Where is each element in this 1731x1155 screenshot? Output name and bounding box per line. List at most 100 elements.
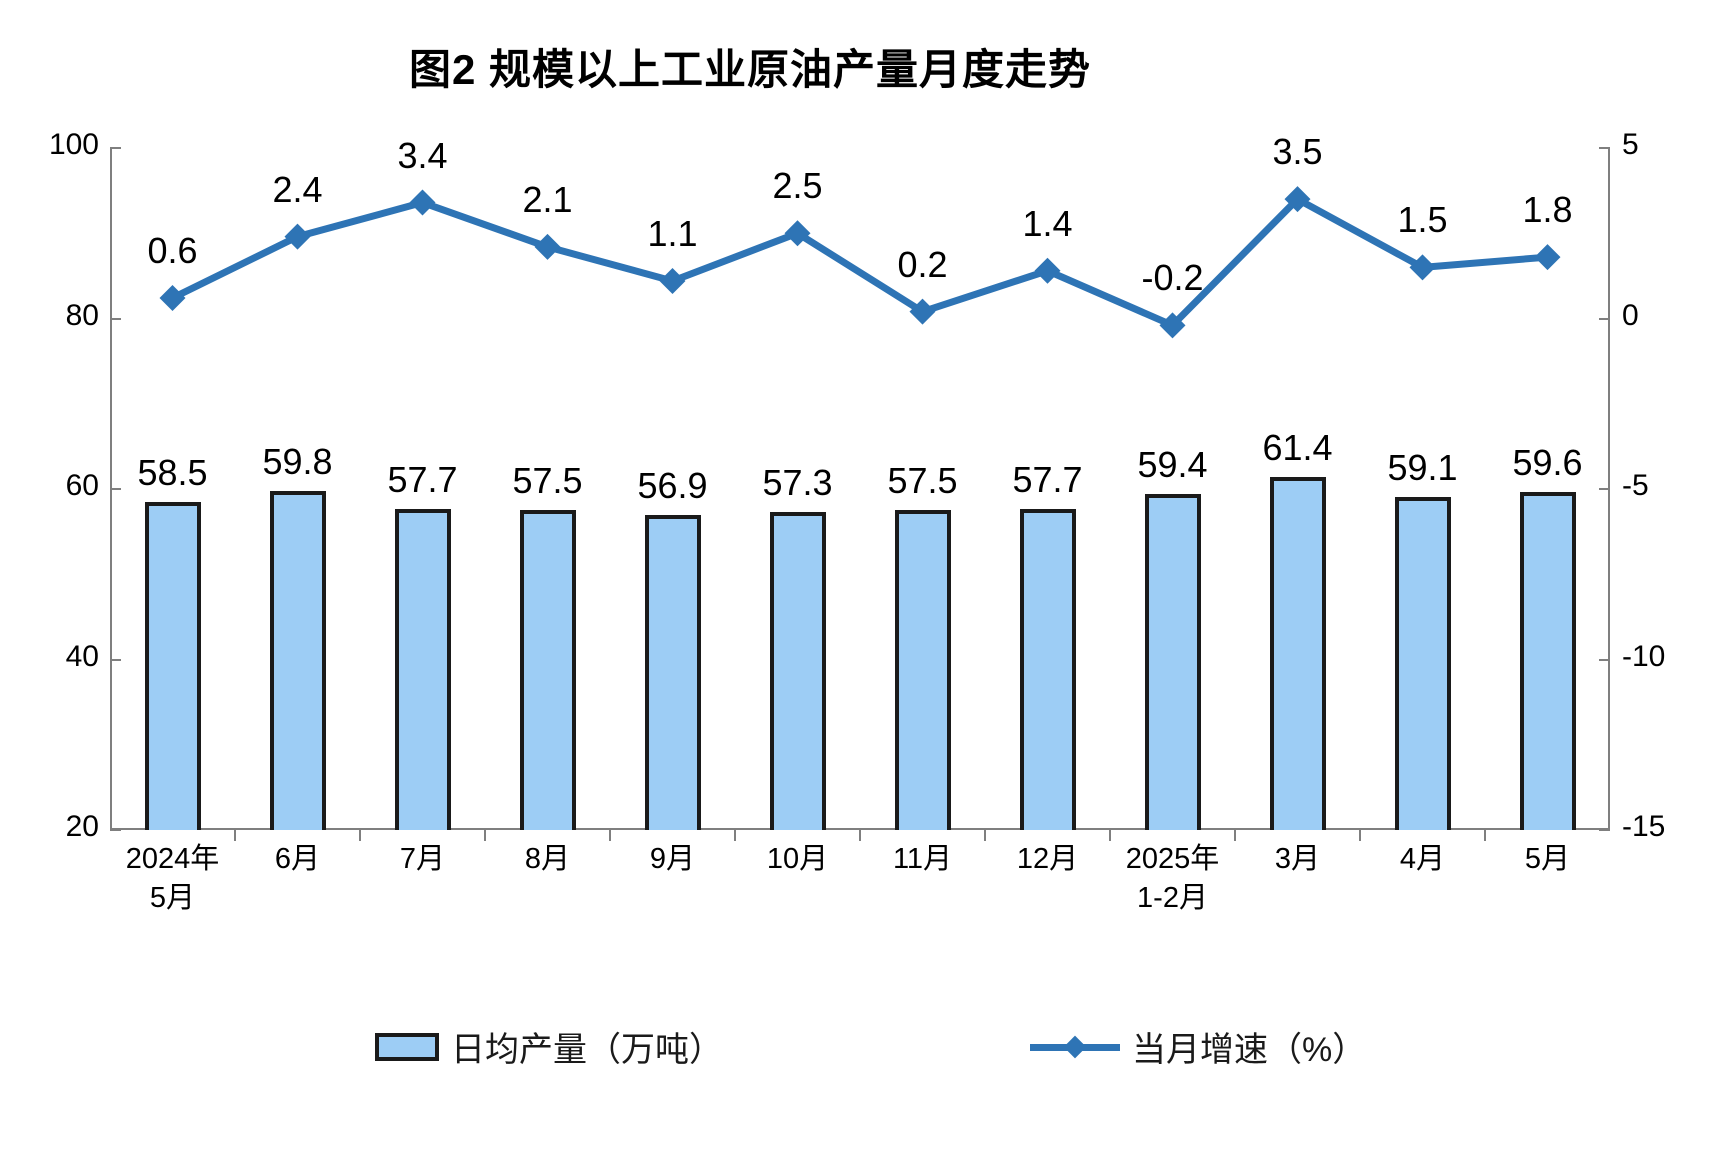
right-axis-tick — [1599, 147, 1610, 149]
bar[interactable] — [1144, 494, 1201, 830]
line-marker-diamond[interactable] — [1284, 186, 1311, 213]
line-value-label: -0.2 — [1141, 257, 1204, 299]
x-axis-category-labels: 2024年 5月 6月 7月 8月 9月 10月 11月 12月 2025年 1-2月 3月 4月 5月 — [110, 840, 1610, 950]
left-axis-tick-label: 40 — [65, 639, 99, 673]
left-axis-tick-label: 80 — [65, 298, 99, 332]
x-axis-category-line: 9月 — [649, 843, 696, 875]
right-axis-tick-label: -15 — [1622, 810, 1666, 843]
x-axis-category-line: 4月 — [1399, 843, 1446, 875]
plot-area: 58.5 59.8 57.7 57.5 56.9 57.3 57.5 57.7 59.4 61.4… — [110, 131, 1610, 841]
x-axis-category-label: 6月 — [218, 840, 378, 879]
bar-value-label: 59.1 — [1387, 446, 1458, 488]
right-axis-tick-label: -5 — [1622, 469, 1649, 502]
bar[interactable] — [1269, 477, 1326, 830]
right-axis-tick-label: 5 — [1622, 128, 1639, 161]
legend-item-line[interactable]: 当月增速（%） — [1030, 1022, 1366, 1071]
bar-value-label: 57.7 — [387, 458, 458, 500]
bar-value-label: 57.5 — [887, 460, 958, 502]
left-axis-tick — [110, 147, 121, 149]
line-marker-diamond[interactable] — [1534, 244, 1561, 271]
x-axis-tick — [234, 830, 236, 841]
x-axis-category-label: 3月 — [1218, 840, 1378, 879]
x-axis-category-label: 2024年 5月 — [93, 840, 253, 918]
line-value-label: 0.6 — [147, 230, 198, 272]
bar-value-label: 59.4 — [1137, 444, 1208, 486]
bar[interactable] — [144, 501, 201, 830]
chart-legend: 日均产量（万吨） 当月增速（%） — [0, 1022, 1500, 1092]
x-axis-tick — [1109, 830, 1111, 841]
x-axis-category-label: 10月 — [718, 840, 878, 879]
line-marker-diamond[interactable] — [534, 233, 561, 260]
line-marker-diamond[interactable] — [409, 189, 436, 216]
x-axis-category-line: 5月 — [149, 882, 196, 915]
x-axis-category-label: 4月 — [1343, 840, 1503, 879]
bar-value-label: 59.6 — [1512, 442, 1583, 484]
x-axis-tick — [859, 830, 861, 841]
x-axis-category-label: 7月 — [343, 840, 503, 879]
x-axis-tick — [1359, 830, 1361, 841]
x-axis-tick — [484, 830, 486, 841]
line-marker-diamond[interactable] — [659, 267, 686, 294]
bar[interactable] — [394, 508, 451, 830]
x-axis-tick — [1484, 830, 1486, 841]
x-axis-tick — [609, 830, 611, 841]
x-axis-tick — [1234, 830, 1236, 841]
bar[interactable] — [519, 510, 576, 830]
line-marker-diamond[interactable] — [1159, 312, 1186, 339]
bar[interactable] — [1519, 492, 1576, 830]
line-value-label: 2.4 — [272, 168, 323, 210]
line-swatch-icon — [1030, 1032, 1120, 1062]
bar-value-label: 56.9 — [637, 465, 708, 507]
left-axis-tick — [110, 829, 121, 831]
line-marker-diamond[interactable] — [909, 298, 936, 325]
line-value-label: 3.5 — [1272, 131, 1323, 173]
x-axis-category-label: 11月 — [843, 840, 1003, 879]
bar[interactable] — [269, 490, 326, 830]
line-value-label: 2.5 — [772, 165, 823, 207]
legend-item-bar-label: 日均产量（万吨） — [451, 1031, 723, 1069]
x-axis-category-line: 10月 — [766, 843, 829, 875]
bar-value-label: 57.7 — [1012, 458, 1083, 500]
line-value-label: 2.1 — [522, 178, 573, 220]
right-axis-tick — [1599, 317, 1610, 320]
line-value-label: 1.8 — [1522, 189, 1573, 231]
line-value-label: 0.2 — [897, 243, 948, 285]
line-marker-diamond[interactable] — [1034, 257, 1061, 284]
x-axis-category-label: 12月 — [968, 840, 1128, 879]
x-axis-category-line: 2025年 — [1125, 843, 1220, 875]
right-axis-tick — [1599, 658, 1610, 661]
right-axis-tick — [1599, 488, 1610, 490]
bar-value-label: 57.3 — [762, 462, 833, 504]
legend-item-bar[interactable]: 日均产量（万吨） — [375, 1022, 723, 1071]
bar-value-label: 61.4 — [1262, 427, 1333, 469]
line-value-label: 1.5 — [1397, 199, 1448, 241]
line-marker-diamond[interactable] — [159, 285, 186, 312]
bar-value-label: 58.5 — [137, 451, 208, 493]
left-axis-tick-label: 100 — [48, 128, 99, 161]
x-axis-category-line: 2024年 — [125, 843, 220, 875]
x-axis-category-line: 7月 — [399, 843, 446, 875]
left-axis-tick — [110, 488, 121, 490]
bar[interactable] — [1394, 496, 1451, 830]
x-axis-tick — [359, 830, 361, 841]
line-value-label: 1.1 — [647, 212, 698, 254]
bar[interactable] — [769, 512, 826, 830]
line-value-label: 3.4 — [397, 134, 448, 176]
line-marker-diamond[interactable] — [284, 223, 311, 250]
x-axis-category-line: 11月 — [892, 843, 953, 875]
left-axis-tick-label: 60 — [65, 469, 99, 502]
x-axis-category-label: 2025年 1-2月 — [1093, 840, 1253, 918]
bar[interactable] — [1019, 508, 1076, 830]
x-axis-category-line: 8月 — [524, 843, 571, 875]
left-axis-tick — [110, 317, 121, 320]
x-axis-line — [110, 828, 1610, 830]
line-marker-diamond[interactable] — [1409, 254, 1436, 281]
line-marker-diamond[interactable] — [784, 220, 811, 247]
x-axis-category-line: 6月 — [274, 843, 321, 875]
line-value-label: 1.4 — [1022, 202, 1073, 244]
left-axis-tick-label: 20 — [65, 810, 99, 843]
bar[interactable] — [894, 510, 951, 830]
x-axis-category-line: 1-2月 — [1137, 882, 1208, 915]
bar[interactable] — [644, 515, 701, 830]
